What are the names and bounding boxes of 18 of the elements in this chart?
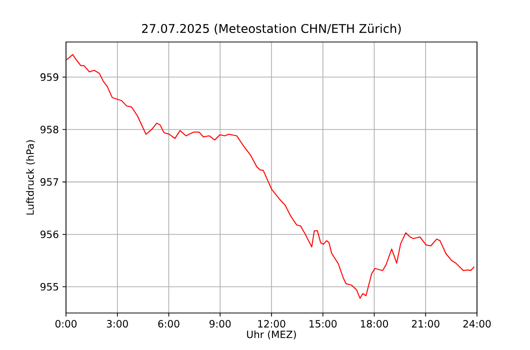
x-tick-label: 21:00	[412, 320, 440, 328]
x-axis-title: Uhr (MEZ)	[247, 330, 296, 340]
x-tick-label: 0:00	[55, 320, 77, 328]
y-tick-label: 957	[40, 178, 58, 186]
y-tick-label: 955	[40, 282, 58, 291]
x-tick-label: 3:00	[106, 320, 128, 328]
y-tick-label: 956	[40, 230, 58, 238]
x-tick-label: 24:00	[463, 320, 491, 328]
x-tick-label: 12:00	[258, 320, 286, 328]
x-tick-label: 15:00	[310, 320, 337, 328]
x-tick-label: 6:00	[158, 320, 180, 328]
y-tick-label: 958	[40, 126, 58, 134]
chart-title: 27.07.2025 (Meteostation CHN/ETH Zürich)	[142, 24, 401, 34]
x-tick-label: 18:00	[360, 320, 388, 328]
y-axis-title: Luftdruck (hPa)	[26, 140, 36, 215]
y-tick-label: 959	[40, 73, 58, 81]
line-series	[66, 54, 475, 299]
x-tick-label: 9:00	[210, 320, 231, 328]
